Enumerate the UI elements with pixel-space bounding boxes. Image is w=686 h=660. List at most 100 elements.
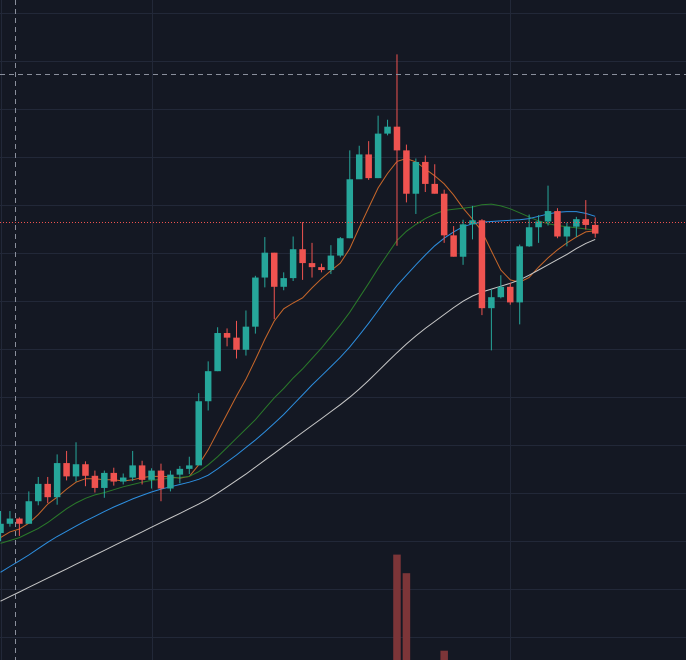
candle <box>337 237 344 258</box>
candle-body <box>214 333 221 372</box>
candle-body <box>63 463 70 477</box>
candle <box>422 155 429 192</box>
candle <box>289 236 297 282</box>
candle <box>271 252 278 320</box>
candle <box>450 226 457 257</box>
candle-body <box>186 465 193 469</box>
candle <box>393 54 401 246</box>
candle <box>299 222 306 280</box>
candle-body <box>488 297 495 309</box>
candle <box>431 164 438 194</box>
candle-body <box>544 211 552 222</box>
candle-body <box>422 161 429 184</box>
candle-body <box>280 278 287 287</box>
candle <box>280 272 287 291</box>
candle-body <box>289 249 297 279</box>
volume-bar <box>402 573 411 660</box>
candle <box>507 282 514 305</box>
candle-body <box>535 221 542 228</box>
candle-body <box>299 249 306 264</box>
candle <box>186 456 193 475</box>
candle-body <box>167 474 174 489</box>
candle-body <box>110 472 118 482</box>
candle <box>204 361 212 411</box>
candle-body <box>412 161 420 194</box>
volume-bar <box>393 554 401 660</box>
candle <box>82 461 89 487</box>
candle-body <box>516 246 523 303</box>
candle <box>384 119 391 136</box>
candle-body <box>403 150 410 194</box>
moving-average-line <box>0 238 596 602</box>
candle-body <box>308 263 316 268</box>
candle-body <box>223 333 231 338</box>
candle <box>252 275 259 334</box>
candle-body <box>327 255 335 271</box>
candle <box>72 442 80 482</box>
candle-body <box>148 470 155 480</box>
candle-body <box>459 224 467 257</box>
candle <box>148 468 155 489</box>
candle-body <box>242 326 250 350</box>
candle <box>214 327 221 372</box>
candle-body <box>563 226 571 237</box>
candle <box>365 141 372 180</box>
moving-average-line <box>0 211 596 573</box>
candle-body <box>384 126 391 134</box>
candle <box>242 310 250 356</box>
candle-body <box>101 472 108 488</box>
candle <box>195 393 202 466</box>
candle-body <box>507 286 514 303</box>
candle-body <box>346 179 354 239</box>
candle <box>497 275 505 299</box>
candle-body <box>72 464 80 477</box>
candle <box>346 150 354 239</box>
candle-body <box>525 227 533 247</box>
candle <box>591 217 599 238</box>
moving-average-line <box>0 157 596 539</box>
moving-average-lines <box>0 157 596 602</box>
candle-body <box>450 235 457 257</box>
candle <box>459 219 467 265</box>
candle <box>101 470 108 498</box>
candle-body <box>233 337 240 350</box>
candle-body <box>195 401 202 466</box>
candle <box>516 244 523 325</box>
candle-body <box>478 220 486 309</box>
candle <box>563 222 571 247</box>
candle-body <box>82 464 89 476</box>
candle-body <box>591 224 599 234</box>
candle-body <box>157 470 165 489</box>
candle-body <box>6 518 14 524</box>
candle <box>16 517 23 536</box>
candle <box>129 450 136 481</box>
candle <box>35 476 42 506</box>
candle <box>525 214 533 247</box>
candle <box>176 465 184 484</box>
candle <box>157 463 165 502</box>
candle-body <box>53 463 61 498</box>
candle-body <box>337 238 344 256</box>
candle <box>327 245 335 275</box>
candle-body <box>25 501 33 524</box>
candle-body <box>204 371 212 402</box>
candle <box>308 242 316 278</box>
candle <box>554 208 561 239</box>
candle <box>119 473 127 485</box>
candles <box>0 54 599 542</box>
candle-body <box>44 483 51 498</box>
candle <box>0 511 4 542</box>
candle <box>403 144 410 203</box>
volume-bar <box>440 650 448 660</box>
candle-body <box>355 154 363 180</box>
candle <box>53 454 61 505</box>
candle-body <box>176 468 184 475</box>
candle <box>318 263 325 273</box>
candle-body <box>119 477 127 482</box>
candle <box>6 511 14 527</box>
candle-body <box>91 475 99 488</box>
candle <box>110 467 118 486</box>
candle <box>374 115 382 179</box>
